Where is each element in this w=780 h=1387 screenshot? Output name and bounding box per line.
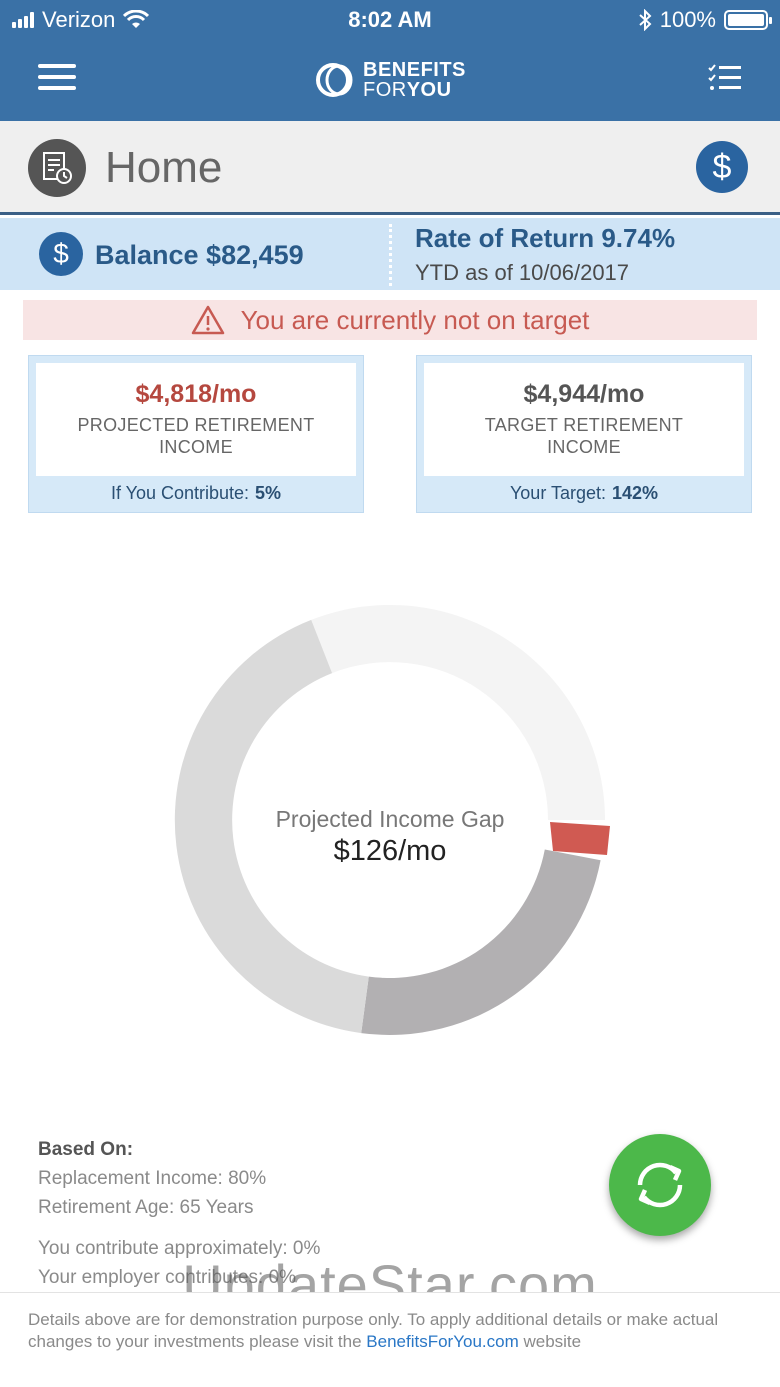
retirement-age: Retirement Age: 65 Years bbox=[38, 1197, 254, 1218]
projected-label-line2: INCOME bbox=[159, 437, 233, 457]
based-on-section: Based On: Replacement Income: 80% Retire… bbox=[38, 1135, 320, 1292]
app-logo: BENEFITS FORYOU bbox=[313, 58, 473, 102]
gap-value: $126/mo bbox=[333, 835, 447, 867]
benefits-link[interactable]: BenefitsForYou.com bbox=[366, 1332, 519, 1351]
gap-summary: Projected Income Gap $126/mo bbox=[160, 806, 620, 868]
carrier-name: Verizon bbox=[42, 7, 116, 32]
status-time: 8:02 AM bbox=[348, 7, 432, 32]
battery-percent: 100% bbox=[659, 7, 716, 32]
divider bbox=[389, 224, 392, 286]
wifi-icon bbox=[123, 10, 150, 28]
target-value: 142% bbox=[612, 483, 659, 503]
based-on-heading: Based On: bbox=[38, 1139, 134, 1160]
logo-ring-icon bbox=[316, 63, 353, 97]
balance-dollar-icon: $ bbox=[39, 232, 83, 276]
projected-income-card[interactable]: $4,818/mo PROJECTED RETIREMENT INCOME If… bbox=[28, 355, 364, 513]
page-title: Home bbox=[105, 143, 223, 192]
employer-contributes: Your employer contributes: 0% bbox=[38, 1267, 297, 1288]
donut-segment-dark bbox=[361, 849, 601, 1035]
alert-message: You are currently not on target bbox=[240, 304, 590, 335]
ytd-date: YTD as of 10/06/2017 bbox=[415, 260, 630, 285]
projected-label-line1: PROJECTED RETIREMENT bbox=[77, 415, 315, 435]
balance-bar: $ Balance $82,459 Rate of Return 9.74% Y… bbox=[0, 218, 780, 290]
balance-amount: Balance $82,459 bbox=[95, 240, 304, 270]
bluetooth-icon bbox=[639, 9, 652, 31]
disclaimer-text: Details above are for demonstration purp… bbox=[28, 1310, 719, 1351]
target-label-line2: INCOME bbox=[547, 437, 621, 457]
contribute-label: If You Contribute: bbox=[110, 483, 250, 503]
donut-segment-light bbox=[311, 604, 605, 820]
target-income-card[interactable]: $4,944/mo TARGET RETIREMENT INCOME Your … bbox=[416, 355, 752, 513]
menu-icon[interactable] bbox=[38, 64, 76, 90]
checklist-icon[interactable] bbox=[708, 64, 742, 92]
gap-label: Projected Income Gap bbox=[275, 806, 505, 832]
contribute-value: 5% bbox=[255, 483, 282, 503]
target-amount: $4,944/mo bbox=[523, 380, 645, 408]
refresh-icon bbox=[637, 1162, 683, 1208]
target-alert: You are currently not on target bbox=[23, 300, 757, 340]
page-header: Home $ bbox=[0, 121, 780, 215]
warning-icon bbox=[191, 305, 224, 335]
document-clock-icon bbox=[28, 139, 86, 197]
status-bar: Verizon 8:02 AM 100% bbox=[0, 0, 780, 40]
top-bar: Verizon 8:02 AM 100% BENEFITS FORYOU bbox=[0, 0, 780, 121]
logo-for: FOR bbox=[363, 79, 407, 101]
disclaimer-footer: Details above are for demonstration purp… bbox=[0, 1292, 780, 1387]
donut-segment-mid bbox=[174, 619, 369, 1034]
target-label: Your Target: bbox=[509, 483, 607, 503]
income-gap-donut bbox=[174, 604, 610, 1035]
donut-segment-gap bbox=[550, 822, 610, 855]
rate-of-return: Rate of Return 9.74% bbox=[415, 223, 676, 253]
projected-amount: $4,818/mo bbox=[135, 380, 257, 408]
logo-benefits: BENEFITS bbox=[363, 59, 466, 81]
you-contribute: You contribute approximately: 0% bbox=[38, 1238, 321, 1259]
refresh-button[interactable] bbox=[609, 1134, 711, 1236]
signal-icon bbox=[12, 12, 34, 28]
dollar-icon[interactable]: $ bbox=[696, 141, 748, 193]
logo-you: YOU bbox=[406, 79, 452, 101]
battery-icon bbox=[724, 10, 772, 30]
replacement-income: Replacement Income: 80% bbox=[38, 1168, 267, 1189]
disclaimer-text-end: website bbox=[518, 1332, 582, 1351]
target-label-line1: TARGET RETIREMENT bbox=[484, 415, 684, 435]
